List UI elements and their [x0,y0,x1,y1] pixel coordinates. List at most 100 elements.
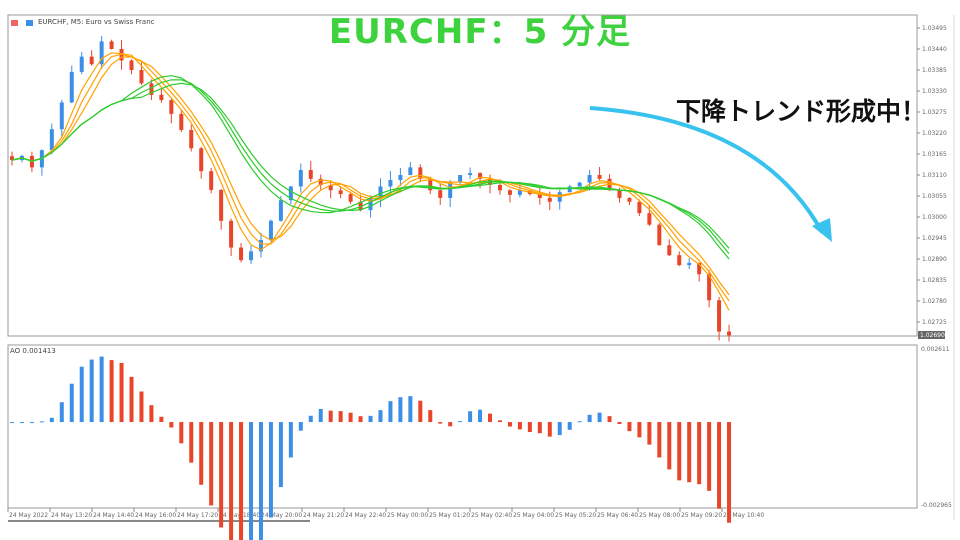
ao-bar [249,422,254,540]
ao-bar [19,422,24,424]
candle-body [567,186,572,193]
time-label: 24 May 2022 [9,512,48,519]
ao-bar [29,422,34,424]
ao-bar [547,422,552,437]
candle-body [69,71,74,103]
ao-bar [318,408,323,423]
candle-body [338,190,343,195]
ao-bar [448,422,453,427]
candle-body [587,175,592,183]
ao-bar [438,422,443,424]
indicator-pane [7,344,918,509]
candle-body [577,182,582,187]
candle-body [647,213,652,225]
current-price-label: 1.02690 [920,332,945,339]
ao-bar [79,366,84,423]
ao-bar [139,391,144,423]
ao-bar [458,421,463,423]
candle-body [278,200,283,221]
ao-bar [358,416,363,423]
candle-body [378,186,383,198]
price-tick-label: 1.03220 [922,130,947,137]
ao-bar [298,422,303,431]
price-tick-label: 1.03165 [922,151,947,158]
candle-body [537,194,542,198]
moving-average-line [11,75,730,260]
candle-body [468,173,473,175]
candle-body [657,224,662,246]
ao-bar [567,422,572,430]
price-tick-label: 1.03055 [922,193,947,200]
ao-bar [677,422,682,481]
ao-bar [169,422,174,428]
ao-bar [368,415,373,423]
candle-body [109,41,114,49]
ao-bar [10,422,14,424]
candle-body [229,220,234,248]
ao-bar [577,421,582,423]
ao-bar [268,422,273,518]
ao-bar [418,400,423,423]
time-label: 25 May 01:20 [429,512,470,519]
ao-bar [587,414,592,423]
ao-bar [378,410,383,423]
ao-bar [258,422,263,540]
ao-bar [328,410,333,423]
candle-body [597,175,602,179]
time-label: 24 May 21:20 [303,512,344,519]
ao-bar [229,422,234,540]
ao-bar [627,422,632,432]
price-tick-label: 1.03110 [922,172,947,179]
candle-body [169,100,174,114]
ao-bar [39,421,44,423]
candle-body [388,179,393,187]
candle-body [189,129,194,149]
ao-bar [667,422,672,470]
price-tick-label: 1.02780 [922,298,947,305]
candle-body [717,300,722,332]
candle-body [398,175,403,180]
scrollbar [8,520,310,522]
trend-arrow-head [812,218,832,242]
ao-tick-label: -0.002965 [921,502,952,509]
candle-body [149,83,154,95]
ao-bar [239,422,244,540]
ao-bar [557,422,562,436]
symbol-label: EURCHF, M5: Euro vs Swiss Franc [38,18,155,26]
candle-body [139,70,144,84]
ao-bar [209,422,214,506]
time-label: 24 May 13:20 [51,512,92,519]
time-label: 24 May 22:40 [345,512,386,519]
candle-body [59,102,64,130]
ao-bar [49,417,54,423]
candle-body [219,189,224,221]
candle-body [448,182,453,198]
ao-bar [338,411,343,423]
candle-body [308,170,313,179]
time-label: 24 May 14:40 [93,512,134,519]
timeframe-icon [26,20,33,26]
candle-body [358,201,363,211]
ao-bar [408,396,413,423]
candle-body [617,190,622,198]
ao-bar [607,416,612,423]
moving-average-line [11,82,730,249]
ao-bar [537,422,542,434]
candle-body [179,113,184,130]
ao-bar [308,415,313,423]
candle-body [697,262,702,275]
candle-body [507,190,512,195]
time-label: 25 May 02:40 [471,512,512,519]
candle-body [79,56,84,72]
ao-bar [488,413,493,423]
time-label: 25 May 10:40 [723,512,764,519]
candle-body [727,331,732,336]
candle-body [687,262,692,266]
candle-body [99,41,104,65]
candle-body [328,184,333,191]
ao-bar [398,397,403,423]
price-tick-label: 1.02890 [922,256,947,263]
ao-bar [637,422,642,438]
candle-body [677,255,682,266]
